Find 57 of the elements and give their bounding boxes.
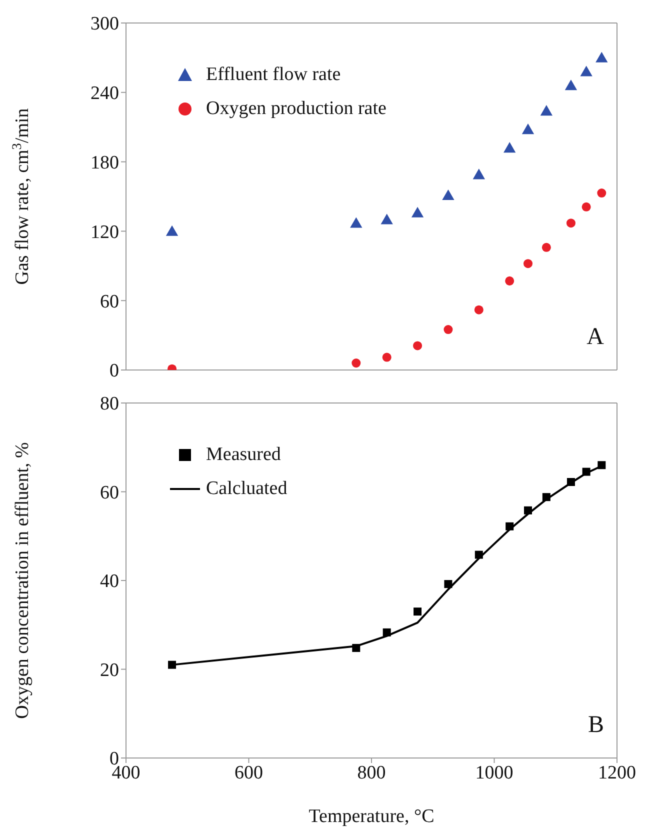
y-tick-label: 40 bbox=[100, 571, 119, 592]
x-tick-label: 800 bbox=[357, 762, 386, 784]
y-tick-label: 20 bbox=[100, 660, 119, 681]
y-tick-label: 80 bbox=[100, 394, 119, 415]
point bbox=[444, 580, 452, 588]
point bbox=[596, 52, 608, 62]
legend-label: Oxygen production rate bbox=[206, 98, 386, 120]
x-tick-label: 600 bbox=[234, 762, 263, 784]
point bbox=[168, 660, 176, 669]
point bbox=[523, 259, 533, 268]
point bbox=[564, 80, 578, 90]
point bbox=[597, 188, 606, 198]
point bbox=[380, 214, 393, 224]
point bbox=[542, 493, 550, 502]
legend-label: Measured bbox=[206, 444, 281, 466]
y-tick-label: 240 bbox=[90, 83, 119, 104]
point bbox=[382, 628, 391, 636]
legend-label: Effluent flow rate bbox=[206, 64, 341, 86]
y-tick-label: 60 bbox=[100, 291, 119, 312]
point bbox=[444, 325, 453, 334]
point bbox=[411, 206, 424, 218]
y-tick-label: 60 bbox=[100, 482, 119, 504]
point bbox=[352, 358, 361, 368]
point bbox=[442, 189, 454, 200]
point bbox=[350, 217, 362, 228]
point bbox=[472, 168, 485, 180]
point bbox=[352, 644, 360, 652]
y-axis-title: Oxygen concentration in effluent, % bbox=[12, 442, 33, 719]
y-tick-label: 0 bbox=[110, 360, 119, 382]
annotation: B bbox=[588, 712, 604, 739]
point bbox=[382, 352, 392, 362]
y-tick-label: 180 bbox=[90, 152, 119, 174]
y-tick-label: 300 bbox=[90, 14, 119, 35]
point bbox=[598, 461, 606, 470]
point bbox=[524, 506, 532, 514]
legend-label: Calcluated bbox=[206, 478, 288, 500]
point bbox=[474, 305, 484, 314]
x-tick-label: 1000 bbox=[475, 762, 514, 784]
point bbox=[582, 202, 591, 212]
point bbox=[166, 225, 178, 236]
point bbox=[505, 276, 514, 286]
point bbox=[582, 468, 590, 476]
point bbox=[542, 242, 551, 252]
point bbox=[474, 550, 483, 559]
annotation: A bbox=[586, 324, 604, 351]
point bbox=[522, 124, 534, 134]
point bbox=[413, 341, 422, 350]
point bbox=[566, 218, 576, 228]
point bbox=[504, 142, 516, 153]
y-tick-label: 120 bbox=[90, 222, 119, 243]
point bbox=[580, 66, 592, 76]
point bbox=[414, 608, 422, 616]
point bbox=[540, 105, 552, 116]
x-axis-title: Temperature, °C bbox=[308, 806, 434, 827]
point bbox=[566, 478, 575, 486]
x-tick-label: 1200 bbox=[598, 762, 636, 784]
point bbox=[506, 522, 514, 530]
